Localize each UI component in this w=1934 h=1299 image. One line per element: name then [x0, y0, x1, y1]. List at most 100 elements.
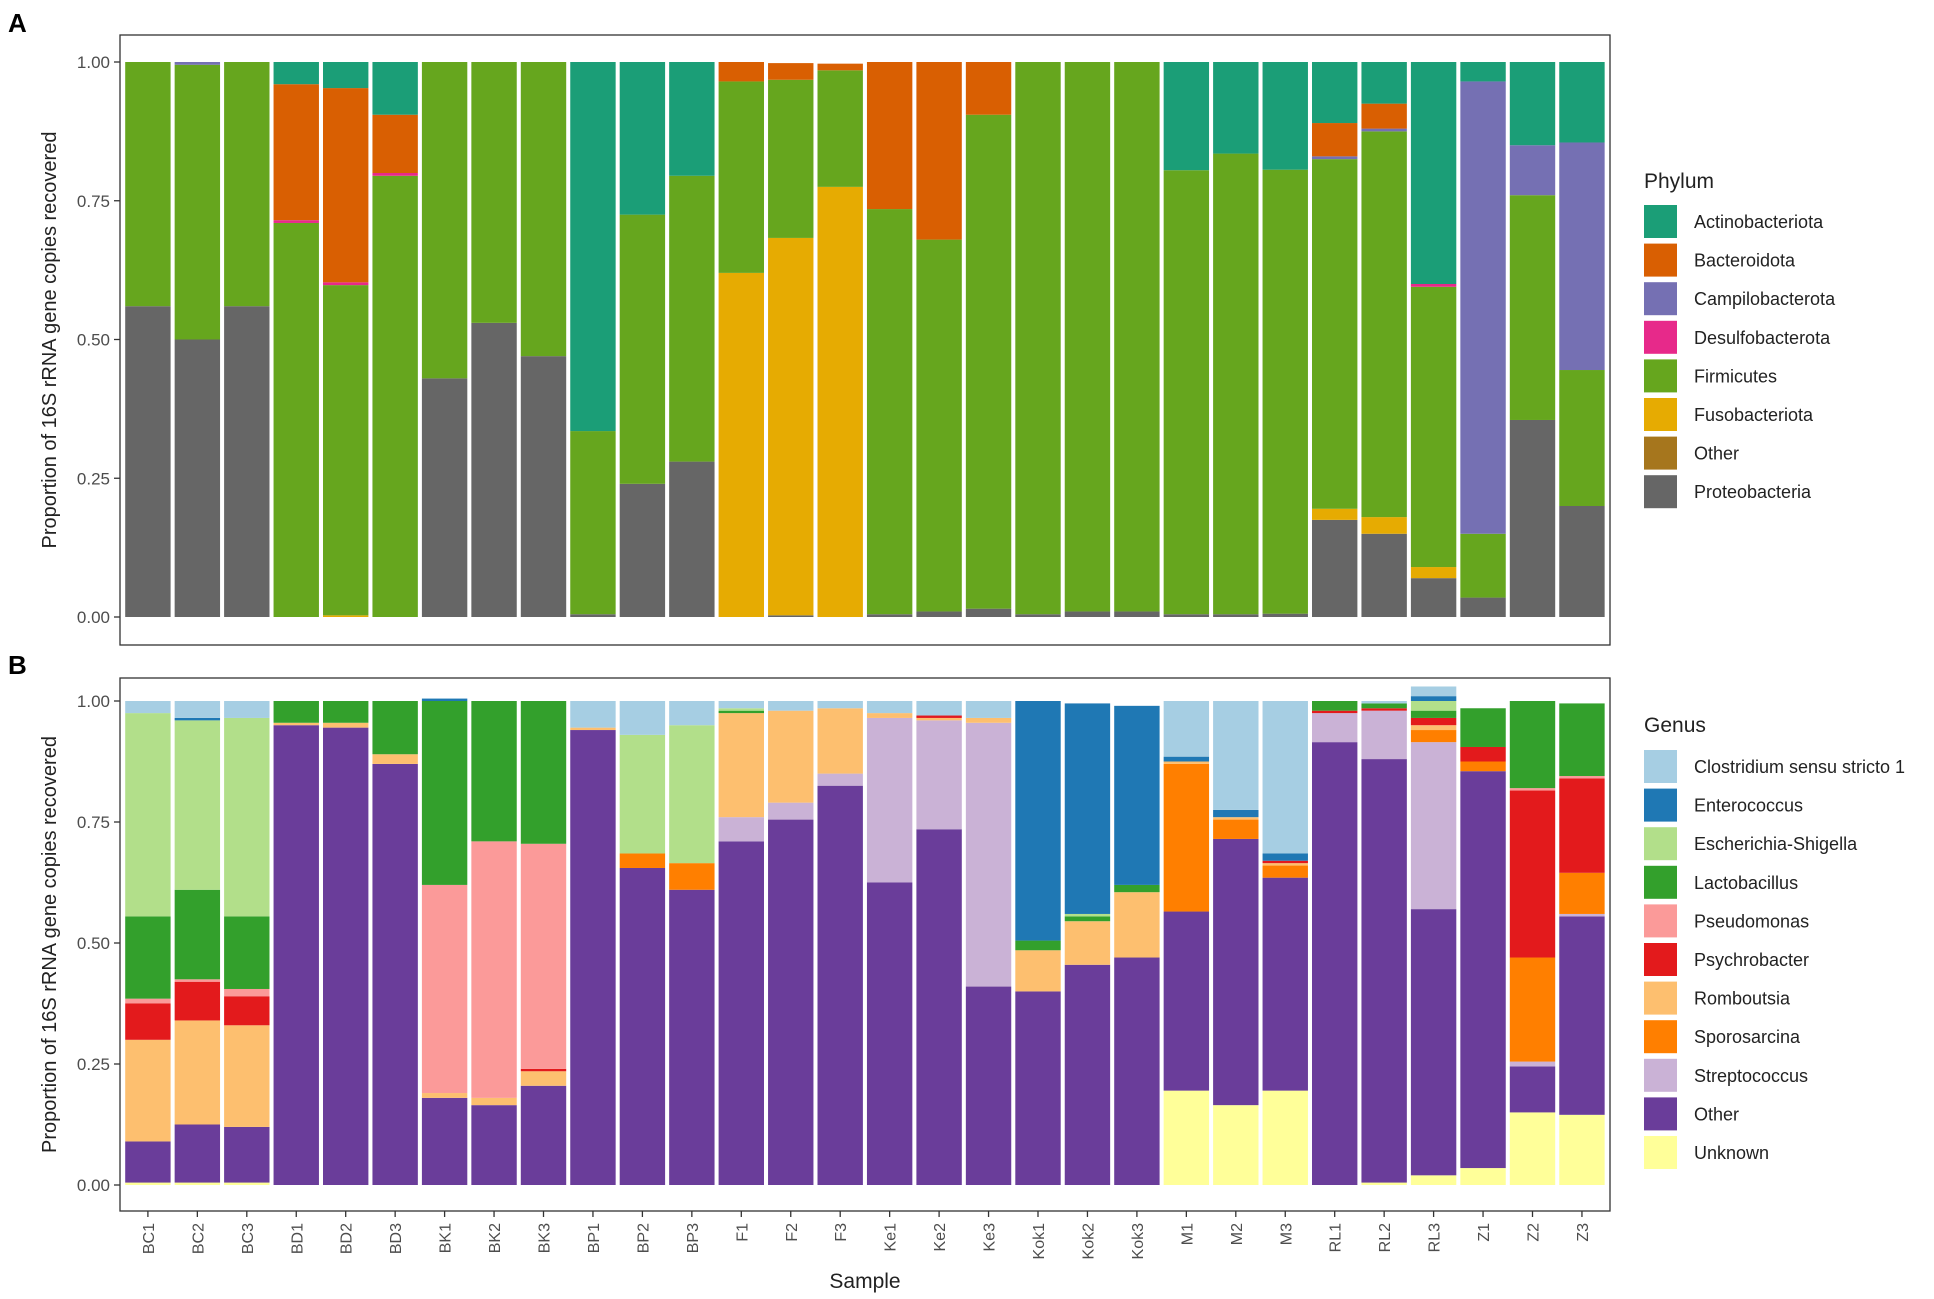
- legend-swatch: [1644, 943, 1677, 976]
- bar-segment-bc3-other: [224, 1126, 270, 1183]
- bar-segment-bk2-other: [471, 1105, 517, 1185]
- x-tick-label: Z2: [1526, 1223, 1543, 1242]
- bar-segment-m2-sporosarcina: [1213, 819, 1259, 839]
- bar-segment-ke1-streptococcus: [866, 717, 913, 883]
- x-tick-label: BP3: [685, 1223, 702, 1253]
- bar-segment-ke1-firmicutes: [866, 209, 913, 615]
- bar-segment-rl1-proteobacteria: [1312, 519, 1358, 618]
- bar-segment-z2-lactobacillus: [1509, 701, 1556, 789]
- legend-item: Sporosarcina: [1644, 1020, 1801, 1054]
- legend-swatch: [1644, 282, 1677, 316]
- bar-segment-ke3-streptococcus: [965, 722, 1012, 987]
- bar-segment-rl2-unknown: [1361, 1182, 1407, 1185]
- legend-swatch: [1644, 1020, 1677, 1054]
- bar-segment-bd2-firmicutes: [323, 285, 369, 616]
- bar-segment-kok3-romboutsia: [1114, 892, 1160, 958]
- legend-genus: Genus Clostridium sensu stricto 1 Enteroco…: [1644, 714, 1905, 1169]
- y-tick-label: 1.00: [77, 53, 110, 72]
- bar-segment-bc2-firmicutes: [174, 64, 221, 340]
- legend-swatch: [1644, 981, 1677, 1015]
- bar-segment-rl2-streptococcus: [1361, 710, 1407, 760]
- y-tick-label: 0.75: [77, 192, 110, 211]
- legend-swatch: [1644, 205, 1677, 238]
- bar-segment-bc1-escherichia-shigella: [125, 713, 171, 917]
- x-tick-label: BC3: [240, 1223, 257, 1254]
- legend-swatch: [1644, 788, 1677, 822]
- bar-segment-z2-streptococcus: [1509, 1061, 1556, 1067]
- bar-segment-m3-proteobacteria: [1262, 613, 1308, 617]
- bar-segment-bk1-firmicutes: [421, 62, 468, 379]
- bar-segment-f2-other: [768, 819, 814, 1185]
- bar-segment-rl2-fusobacteriota: [1361, 517, 1407, 534]
- bar-segment-m3-romboutsia: [1262, 863, 1308, 866]
- legend-label: Escherichia-Shigella: [1694, 834, 1858, 854]
- bar-segment-kok3-other: [1114, 957, 1160, 1185]
- bar-segment-kok2-escherichia-shigella: [1064, 913, 1111, 917]
- bar-segment-f1-firmicutes: [718, 81, 764, 273]
- bar-segment-bd2-romboutsia: [323, 722, 369, 728]
- bar-segment-bp2-actinobacteriota: [619, 62, 666, 215]
- x-tick-label: BK1: [438, 1223, 455, 1253]
- x-tick-label: Kok1: [1031, 1223, 1048, 1260]
- bar-segment-bc1-romboutsia: [125, 1039, 171, 1142]
- bar-segment-bc3-clostridium-sensu-stricto-1: [224, 701, 270, 718]
- bar-segment-ke2-clostridium-sensu-stricto-1: [916, 701, 962, 716]
- bar-segment-bk3-romboutsia: [520, 1071, 567, 1086]
- bar-segment-bd1-firmicutes: [273, 222, 319, 617]
- y-tick-label: 0.00: [77, 608, 110, 627]
- bar-segment-rl1-lactobacillus: [1312, 701, 1358, 711]
- x-tick-label: Kok2: [1080, 1223, 1097, 1260]
- bar-segment-bd3-other: [372, 763, 418, 1185]
- x-tick-label: Ke3: [982, 1223, 999, 1252]
- bar-segment-rl3-clostridium-sensu-stricto-1: [1410, 686, 1457, 697]
- bar-segment-m1-actinobacteriota: [1163, 62, 1210, 171]
- legend-label: Pseudomonas: [1694, 911, 1809, 931]
- legend-item: Streptococcus: [1644, 1058, 1808, 1092]
- bar-segment-ke1-clostridium-sensu-stricto-1: [866, 701, 913, 714]
- legend-item: Other: [1644, 1097, 1739, 1131]
- bar-segment-z3-firmicutes: [1559, 370, 1605, 506]
- bar-segment-bp1-firmicutes: [570, 431, 616, 615]
- legend-label: Psychrobacter: [1694, 950, 1809, 970]
- bar-segment-bk2-lactobacillus: [471, 701, 517, 842]
- bar-segment-bd2-fusobacteriota: [323, 615, 369, 617]
- bar-segment-f3-firmicutes: [817, 70, 863, 187]
- legend-item: Other: [1644, 436, 1739, 470]
- legend-swatch: [1644, 1058, 1677, 1092]
- bar-segment-bc3-unknown: [224, 1182, 270, 1185]
- x-tick-label: BC1: [141, 1223, 158, 1254]
- legend-item: Proteobacteria: [1644, 475, 1812, 509]
- bar-segment-rl1-psychrobacter: [1312, 710, 1358, 714]
- legend-label: Other: [1694, 444, 1739, 464]
- bar-segment-bc1-proteobacteria: [125, 306, 171, 617]
- bar-segment-rl2-actinobacteriota: [1361, 62, 1407, 104]
- bar-segment-bk3-pseudomonas: [520, 843, 567, 1069]
- bar-segment-bd3-firmicutes: [372, 175, 418, 617]
- legend-label: Romboutsia: [1694, 989, 1791, 1009]
- bar-segment-bp3-clostridium-sensu-stricto-1: [669, 701, 715, 726]
- bar-segment-m2-actinobacteriota: [1213, 62, 1259, 154]
- x-tick-label: Z3: [1575, 1223, 1592, 1242]
- legend-swatch: [1644, 827, 1677, 861]
- legend-item: Campilobacterota: [1644, 282, 1836, 316]
- bar-segment-m3-unknown: [1262, 1090, 1308, 1185]
- bar-segment-bk3-lactobacillus: [520, 701, 567, 844]
- bar-segment-bc1-psychrobacter: [125, 1003, 171, 1040]
- bar-segment-m2-enterococcus: [1213, 809, 1259, 818]
- bar-segment-m2-romboutsia: [1213, 817, 1259, 820]
- bar-segment-bd1-other: [273, 725, 319, 1185]
- bar-segment-m1-clostridium-sensu-stricto-1: [1163, 701, 1210, 757]
- bar-segment-rl2-proteobacteria: [1361, 533, 1407, 617]
- bar-segment-bp2-clostridium-sensu-stricto-1: [619, 701, 666, 735]
- bar-segment-bk3-firmicutes: [520, 62, 567, 357]
- bar-segment-bd2-actinobacteriota: [323, 62, 369, 89]
- legend-item: Actinobacteriota: [1644, 205, 1824, 238]
- bar-segment-kok3-firmicutes: [1114, 62, 1160, 612]
- bar-segment-ke1-proteobacteria: [866, 614, 913, 617]
- bar-segment-m3-enterococcus: [1262, 853, 1308, 861]
- legend-label: Lactobacillus: [1694, 873, 1798, 893]
- legend-label: Clostridium sensu stricto 1: [1694, 757, 1905, 777]
- y-axis-label: Proportion of 16S rRNA gene copies recov…: [39, 132, 61, 549]
- bar-segment-ke2-streptococcus: [916, 720, 962, 830]
- bar-segment-f2-firmicutes: [768, 79, 814, 238]
